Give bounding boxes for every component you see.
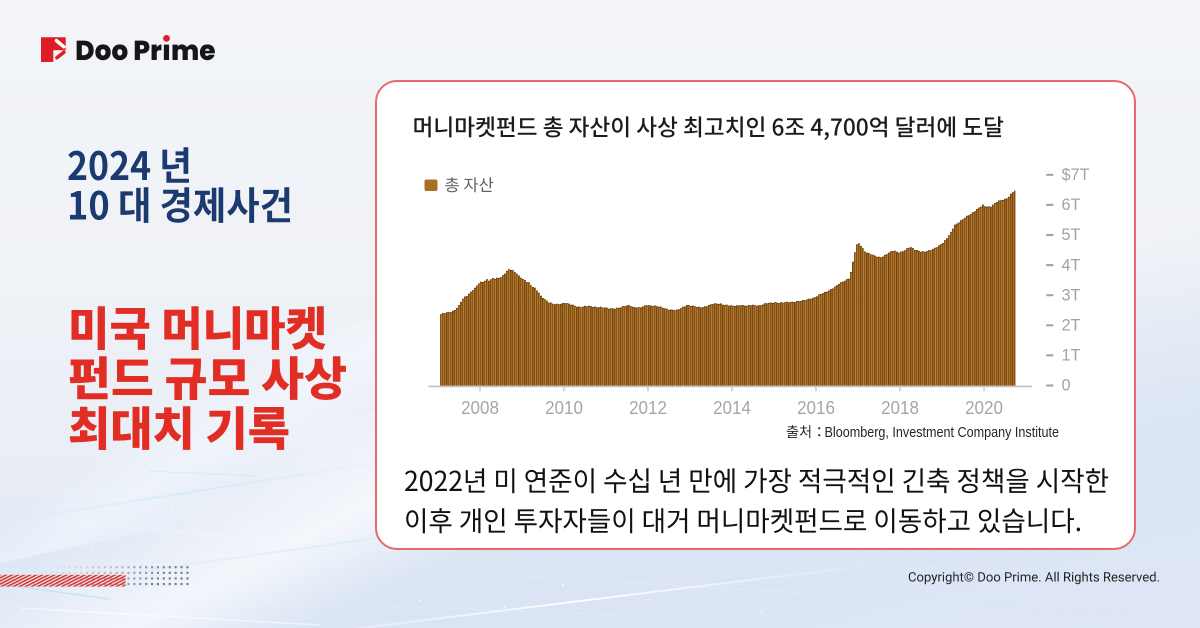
svg-text:2T: 2T bbox=[1062, 317, 1081, 335]
svg-text:0: 0 bbox=[1062, 377, 1071, 395]
svg-text:2014: 2014 bbox=[713, 397, 751, 418]
svg-text:1T: 1T bbox=[1062, 347, 1081, 365]
svg-text:3T: 3T bbox=[1062, 286, 1081, 304]
svg-text:Bloomberg, Investment Company: Bloomberg, Investment Company Institute bbox=[825, 424, 1060, 441]
svg-text:5T: 5T bbox=[1062, 226, 1081, 244]
svg-text:4T: 4T bbox=[1062, 256, 1081, 274]
svg-text:2012: 2012 bbox=[629, 397, 667, 418]
svg-text:2018: 2018 bbox=[881, 397, 919, 418]
svg-text:2010: 2010 bbox=[545, 397, 583, 418]
svg-text:2008: 2008 bbox=[461, 397, 499, 418]
svg-text:6T: 6T bbox=[1062, 196, 1081, 214]
svg-text:2016: 2016 bbox=[797, 397, 835, 418]
svg-text:2020: 2020 bbox=[965, 397, 1003, 418]
svg-text:$7T: $7T bbox=[1062, 166, 1090, 184]
